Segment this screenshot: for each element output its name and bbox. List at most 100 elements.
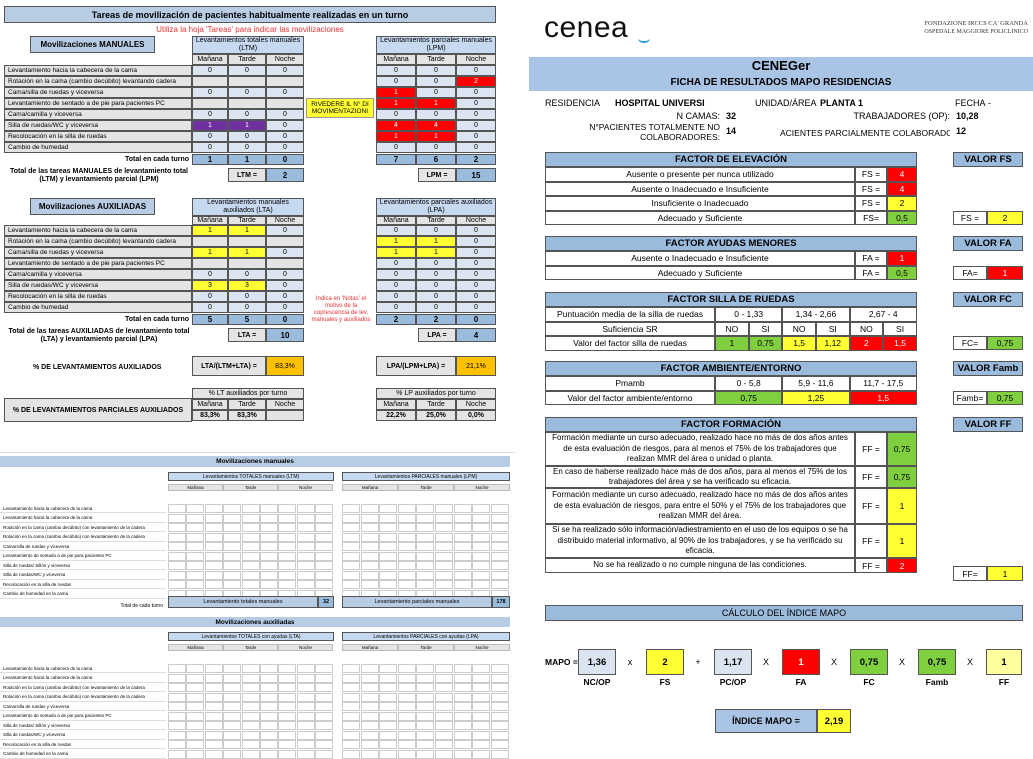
fsRows-label: Insuficiente o Inadecuado <box>545 196 855 211</box>
mini-cell <box>397 711 416 721</box>
mini-cell <box>435 542 453 551</box>
mini-cell <box>379 730 398 740</box>
mini-cell <box>241 711 260 721</box>
foundation-name: FONDAZIONE IRCCS CA' GRANDA <box>924 20 1028 27</box>
mini-cell <box>168 504 186 513</box>
mini-cell <box>186 532 205 542</box>
mini-row-label: Camarsilla de ruedas y viceversa <box>0 542 166 551</box>
lta-label: LTA = <box>228 328 266 342</box>
famb-section-title: FACTOR AMBIENTE/ENTORNO <box>545 361 917 376</box>
calc-title: CÁLCULO DEL ÍNDICE MAPO <box>545 605 1023 621</box>
ff-result-label: FF= <box>953 566 987 581</box>
mini-cell <box>260 692 278 702</box>
mini-cell <box>435 692 453 702</box>
mini-cell <box>260 551 278 561</box>
mini-cell <box>223 740 242 749</box>
shift-night: Noche <box>266 216 304 225</box>
mini-cell <box>360 664 379 673</box>
factor-famb-name: Famb <box>925 676 949 687</box>
manual-button[interactable]: Movilizaciones MANUALES <box>30 36 155 53</box>
mini-cell <box>453 721 472 730</box>
cell-lpa: 1 <box>376 236 416 247</box>
mini-cell <box>186 523 205 532</box>
famb-result: 0,75 <box>987 391 1023 405</box>
cell-lpm: 0 <box>376 65 416 76</box>
mini-cell <box>416 664 435 673</box>
mini-row-label: Levantamiento hacia la cabecera de la ca… <box>0 504 166 513</box>
mini-cell <box>435 711 453 721</box>
cell-lta: 3 <box>192 280 228 291</box>
fc-nosi: SI <box>748 321 783 336</box>
mini-cell <box>379 740 398 749</box>
ntc-label: N°PACIENTES TOTALMENTE NO COLABORADORES: <box>589 122 720 142</box>
cell-lta: 1 <box>192 247 228 258</box>
mini-cell <box>342 504 360 513</box>
row-label: Recolocación en la silla de ruedas <box>4 131 192 142</box>
cell-lpa: 1 <box>416 247 456 258</box>
mini-cell <box>278 692 297 702</box>
mini-cell <box>260 673 278 683</box>
ltm-total-afternoon: 1 <box>228 154 266 165</box>
hospital-name: OSPEDALE MAGGIORE POLICLINICO <box>924 29 1028 35</box>
cell-lpm: 1 <box>376 98 416 109</box>
mini-cell <box>416 532 435 542</box>
factor-fa-name: FA <box>795 676 807 687</box>
mini-row-label: Levantamiento de sentado a de pie para p… <box>0 552 166 561</box>
mini-cell <box>278 749 297 759</box>
cell-lpm: 0 <box>376 109 416 120</box>
fs-section-title: FACTOR DE ELEVACIÓN <box>545 152 917 167</box>
famb-val: 1,5 <box>849 390 917 405</box>
mini-cell <box>241 561 260 570</box>
ltm-total-morning: 1 <box>192 154 228 165</box>
mini-cell <box>490 702 509 711</box>
famb-value-title: VALOR Famb <box>953 361 1023 376</box>
fsRows-label: Ausente o Inadecuado e Insuficiente <box>545 181 855 196</box>
fsRows-value: 0,5 <box>887 210 917 225</box>
fsRows-value: 4 <box>887 167 917 182</box>
cell-lpa: 0 <box>456 302 496 313</box>
aux-button[interactable]: Movilizaciones AUXILIADAS <box>30 198 155 215</box>
cell-ltm: 0 <box>266 65 304 76</box>
total-manual-summary: Levantamiento totales manuales <box>168 596 318 608</box>
cell-lpm: 0 <box>416 109 456 120</box>
mini-cell <box>168 542 186 551</box>
lp-aux-values: 22,2% 25,0% 0,0% <box>376 410 496 421</box>
lt-aux-shifts: Mañana Tarde Noche <box>192 399 304 410</box>
mini-cell <box>223 702 242 711</box>
mini-cell <box>360 711 379 721</box>
mini-cell <box>186 561 205 570</box>
ltm-totals: 1 1 0 <box>192 154 304 165</box>
cell-lta: 0 <box>192 302 228 313</box>
mini-cell <box>360 523 379 532</box>
shift-morning: Mañana <box>192 399 228 410</box>
mini-cell <box>260 683 278 692</box>
mini-cell <box>241 664 260 673</box>
mini-cell <box>342 570 360 580</box>
mini-cell <box>472 513 491 523</box>
mini-cell <box>296 683 315 692</box>
mini-cell <box>472 740 491 749</box>
lpa-total-night: 0 <box>456 314 496 325</box>
ff-label: En caso de haberse realizado hace más de… <box>545 466 855 488</box>
mini-cell <box>315 664 334 673</box>
mini-cell <box>168 673 186 683</box>
cell-lta: 0 <box>228 269 266 280</box>
mini-row-label: Silla de ruedas/WC y viceversa <box>0 571 166 580</box>
mini-cell <box>472 749 491 759</box>
cell-ltm: 0 <box>192 65 228 76</box>
mini-cell <box>186 542 205 551</box>
mini-cell <box>453 749 472 759</box>
mini-cell <box>296 692 315 702</box>
lpm-label: LPM = <box>418 168 456 182</box>
mini-cell <box>397 513 416 523</box>
cell-lta: 0 <box>266 302 304 313</box>
mini-cell <box>342 721 360 730</box>
mini-cell <box>490 504 509 513</box>
lta-total-night: 0 <box>266 314 304 325</box>
lpm-total-night: 2 <box>456 154 496 165</box>
mini-cell <box>278 702 297 711</box>
shift-night: Noche <box>266 54 304 65</box>
mini-cell <box>260 740 278 749</box>
mini-cell <box>204 551 223 561</box>
mini-cell <box>416 542 435 551</box>
